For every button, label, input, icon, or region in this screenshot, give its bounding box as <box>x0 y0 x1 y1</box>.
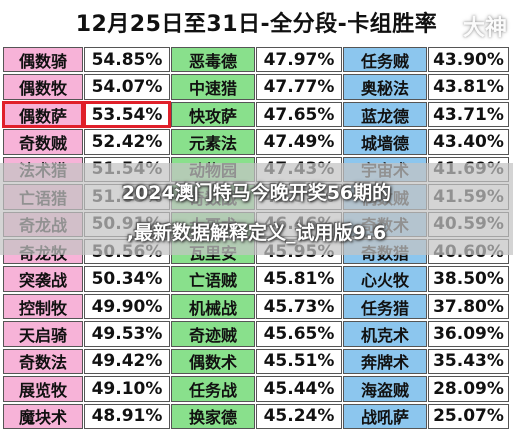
deck-name-cell-group-2: 亡语贼 <box>171 266 255 292</box>
winrate-cell-group-1: 50.34% <box>84 266 170 292</box>
deck-name-cell-group-2: 快攻萨 <box>171 101 255 128</box>
deck-name-cell-group-1: 偶数骑 <box>3 47 83 73</box>
winrate-cell-group-2: 47.77% <box>256 74 342 100</box>
deck-name-cell-group-1: 奇数法 <box>3 348 83 375</box>
deck-name-cell-group-3: 蓝龙德 <box>343 101 427 128</box>
deck-name-cell-group-1: 天启骑 <box>3 321 83 347</box>
winrate-cell-group-2: 45.81% <box>256 266 342 292</box>
deck-name-cell-group-1: 突袭战 <box>3 266 83 292</box>
deck-name-cell-group-2: 机械战 <box>171 293 255 320</box>
winrate-cell-group-2: 45.65% <box>256 321 342 347</box>
deck-name-cell-group-2: 换家德 <box>171 403 255 429</box>
overlay-text-line-1: 2024澳门特马今晚开奖56期的 <box>121 182 392 204</box>
winrate-cell-group-1: 49.10% <box>84 376 170 402</box>
winrate-cell-group-3: 43.90% <box>428 47 509 73</box>
winrate-cell-group-2: 45.73% <box>256 293 342 320</box>
deck-name-cell-group-3: 机克术 <box>343 321 427 347</box>
winrate-cell-group-1: 54.85% <box>84 47 170 73</box>
deck-name-cell-group-2: 任务战 <box>171 376 255 402</box>
deck-name-cell-group-1: 偶数牧 <box>3 74 83 100</box>
winrate-cell-group-2: 45.51% <box>256 348 342 375</box>
winrate-cell-group-3: 43.40% <box>428 129 509 155</box>
winrate-cell-group-3: 36.09% <box>428 321 509 347</box>
overlay-text-line-2: ,最新数据解释定义_试用版9.6 <box>126 222 387 244</box>
winrate-cell-group-1: 54.07% <box>84 74 170 100</box>
deck-name-cell-group-2: 偶数术 <box>171 348 255 375</box>
winrate-cell-group-2: 47.97% <box>256 47 342 73</box>
deck-name-cell-group-2: 元素法 <box>171 129 255 155</box>
winrate-cell-group-3: 43.71% <box>428 101 509 128</box>
winrate-cell-group-3: 38.50% <box>428 266 509 292</box>
winrate-cell-group-1: 49.53% <box>84 321 170 347</box>
deck-name-cell-group-1: 展览牧 <box>3 376 83 402</box>
deck-name-cell-group-2: 中速猎 <box>171 74 255 100</box>
deck-name-cell-group-3: 任务猎 <box>343 293 427 320</box>
deck-name-cell-group-3: 奥秘法 <box>343 74 427 100</box>
deck-name-cell-group-1: 控制牧 <box>3 293 83 320</box>
deck-name-cell-group-3: 战吼萨 <box>343 403 427 429</box>
winrate-cell-group-1: 49.42% <box>84 348 170 375</box>
winrate-cell-group-3: 28.09% <box>428 376 509 402</box>
deck-name-cell-group-1: 魔块术 <box>3 403 83 429</box>
winrate-cell-group-1: 52.42% <box>84 129 170 155</box>
page-title: 12月25日至31日-全分段-卡组胜率 <box>0 0 513 44</box>
winrate-cell-group-3: 37.80% <box>428 293 509 320</box>
deck-name-cell-group-2: 恶毒德 <box>171 47 255 73</box>
deck-name-cell-group-1: 奇数贼 <box>3 129 83 155</box>
winrate-cell-group-2: 45.44% <box>256 376 342 402</box>
winrate-cell-group-2: 47.65% <box>256 101 342 128</box>
winrate-cell-group-1: 48.91% <box>84 403 170 429</box>
deck-name-cell-group-3: 城墙德 <box>343 129 427 155</box>
winrate-cell-group-3: 35.43% <box>428 348 509 375</box>
deck-name-cell-group-2: 奇迹贼 <box>171 321 255 347</box>
deck-name-cell-group-3: 心火牧 <box>343 266 427 292</box>
deck-name-cell-group-3: 奔牌术 <box>343 348 427 375</box>
watermark-logo: 大神 <box>462 15 507 41</box>
winrate-cell-group-2: 47.49% <box>256 129 342 155</box>
winrate-cell-group-3: 43.81% <box>428 74 509 100</box>
deck-name-cell-group-3: 海盗贼 <box>343 376 427 402</box>
winrate-cell-group-3: 25.07% <box>428 403 509 429</box>
deck-name-cell-group-3: 任务贼 <box>343 47 427 73</box>
winrate-cell-group-1: 49.90% <box>84 293 170 320</box>
deck-name-cell-group-1: 偶数萨 <box>2 100 84 129</box>
winrate-cell-group-1: 53.54% <box>83 100 171 129</box>
overlay-banner <box>0 163 513 255</box>
winrate-cell-group-2: 45.24% <box>256 403 342 429</box>
